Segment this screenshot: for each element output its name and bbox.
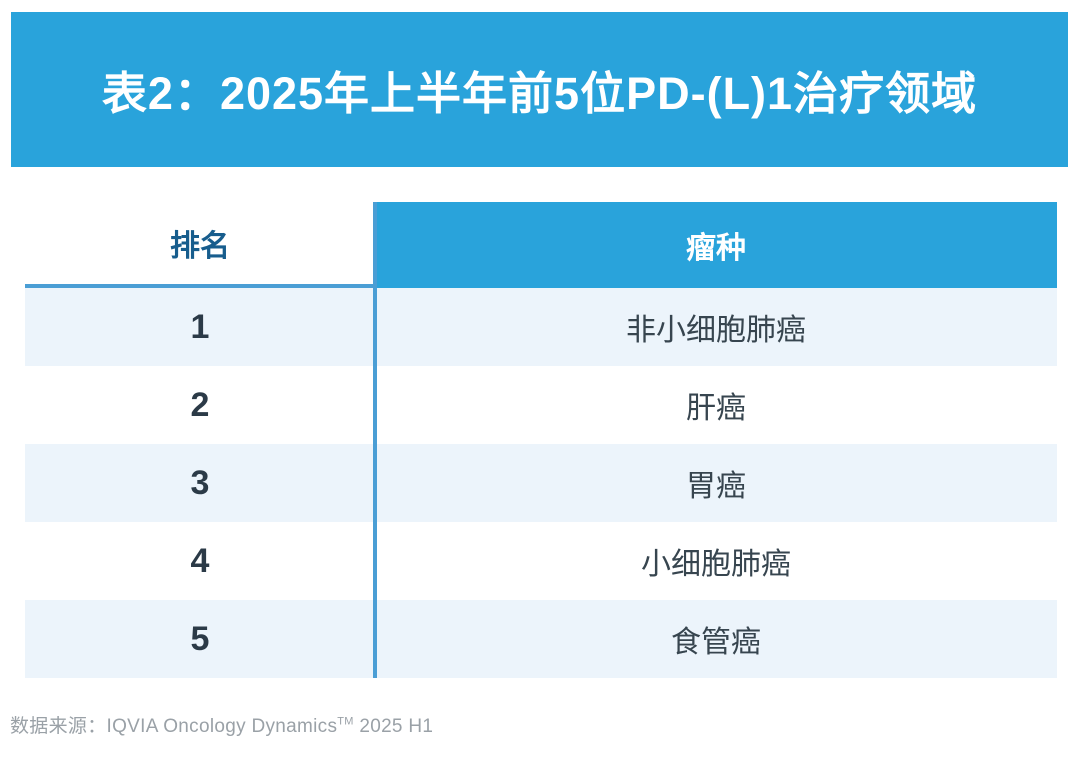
tumor-cell: 小细胞肺癌	[641, 548, 791, 581]
tumor-cell: 肝癌	[686, 392, 746, 425]
rank-cell: 5	[190, 619, 210, 658]
column-divider	[373, 202, 377, 678]
trademark-superscript: TM	[337, 715, 354, 728]
table-row: 1 非小细胞肺癌	[25, 288, 1057, 366]
column-header-rank: 排名	[25, 202, 375, 288]
page-title: 表2：2025年上半年前5位PD-(L)1治疗领域	[101, 68, 978, 119]
table-row: 3 胃癌	[25, 444, 1057, 522]
tumor-cell: 食管癌	[671, 626, 761, 659]
title-banner: 表2：2025年上半年前5位PD-(L)1治疗领域	[11, 12, 1068, 167]
tumor-cell: 非小细胞肺癌	[626, 314, 806, 347]
data-source-prefix: 数据来源：IQVIA Oncology Dynamics	[10, 716, 338, 737]
data-source-note: 数据来源：IQVIA Oncology DynamicsTM 2025 H1	[10, 711, 433, 738]
data-source-suffix: 2025 H1	[353, 716, 434, 737]
rank-cell: 2	[190, 385, 210, 424]
column-header-tumor: 瘤种	[375, 202, 1057, 288]
rank-cell: 3	[190, 463, 210, 502]
ranking-table: 排名 瘤种 1 非小细胞肺癌 2 肝癌 3 胃癌 4 小细胞肺癌 5 食管癌	[25, 202, 1057, 678]
rank-cell: 4	[190, 541, 210, 580]
table-row: 4 小细胞肺癌	[25, 522, 1057, 600]
tumor-cell: 胃癌	[686, 470, 746, 503]
table-row: 2 肝癌	[25, 366, 1057, 444]
rank-cell: 1	[190, 307, 210, 346]
table-row: 5 食管癌	[25, 600, 1057, 678]
table-header-row: 排名 瘤种	[25, 202, 1057, 288]
